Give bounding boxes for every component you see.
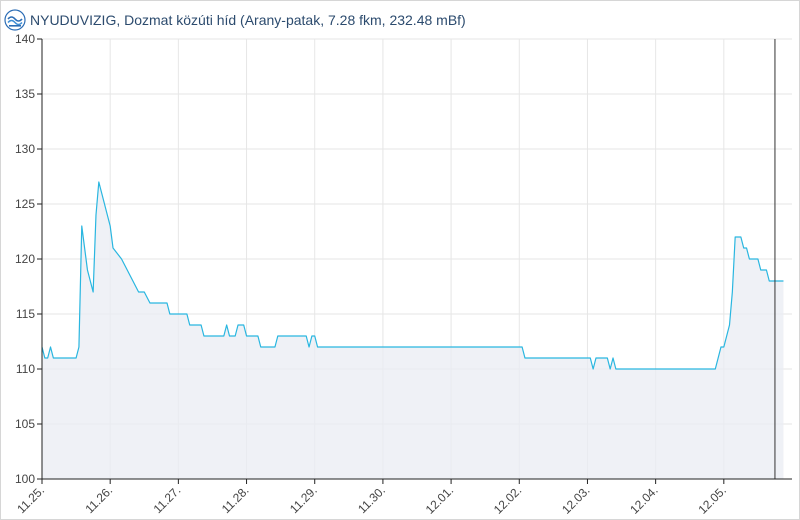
x-tick-labels: 11.25. 11.26. 11.27. 11.28. 11.29. 11.30. 12.0… (14, 483, 729, 516)
x-tick-label: 12.05. (695, 483, 728, 516)
axes (37, 38, 792, 484)
x-tick-label: 12.01. (423, 483, 456, 516)
y-tick-label: 115 (16, 307, 35, 321)
series-line (41, 181, 784, 370)
y-tick-label: 130 (15, 142, 35, 156)
x-tick-label: 11.27. (151, 483, 184, 516)
chart-header: NYUDUVIZIG, Dozmat közúti híd (Arany-pat… (4, 8, 466, 32)
y-tick-label: 105 (15, 417, 35, 431)
y-tick-label: 125 (15, 197, 35, 211)
water-directorate-logo-icon (4, 9, 26, 31)
y-tick-label: 140 (15, 32, 35, 46)
x-tick-label: 11.29. (287, 483, 320, 516)
x-tick-label: 12.02. (491, 483, 524, 516)
x-tick-label: 12.04. (627, 483, 660, 516)
y-tick-label: 100 (15, 472, 35, 486)
y-tick-labels: 100 105 110 115 120 125 130 135 140 (15, 32, 35, 486)
x-tick-label: 11.26. (82, 483, 115, 516)
series-area-fill (42, 182, 784, 479)
y-tick-label: 120 (15, 252, 35, 266)
x-tick-label: 11.25. (14, 483, 47, 516)
x-tick-label: 11.30. (355, 483, 388, 516)
x-tick-label: 11.28. (219, 483, 252, 516)
y-tick-label: 110 (16, 362, 35, 376)
y-tick-label: 135 (15, 87, 35, 101)
chart-title: NYUDUVIZIG, Dozmat közúti híd (Arany-pat… (30, 12, 466, 28)
x-tick-label: 12.03. (559, 483, 592, 516)
